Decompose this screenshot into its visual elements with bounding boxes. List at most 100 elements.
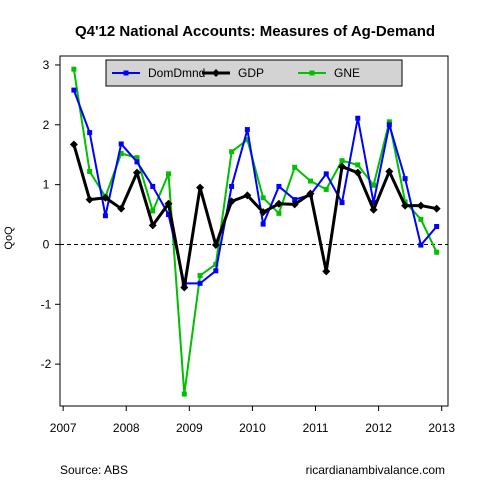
y-tick-label: 2 xyxy=(43,118,50,132)
data-point xyxy=(402,176,408,182)
data-point xyxy=(418,216,424,222)
data-point xyxy=(386,119,392,125)
legend-marker xyxy=(212,69,220,77)
data-point xyxy=(134,155,140,161)
data-point xyxy=(150,183,156,189)
data-point xyxy=(197,280,203,286)
legend-marker xyxy=(123,70,129,76)
data-point xyxy=(227,197,236,206)
legend-label-domdmnd: DomDmnd xyxy=(148,66,205,80)
data-point xyxy=(339,158,345,164)
data-point xyxy=(371,182,377,188)
data-point xyxy=(118,151,124,157)
data-point xyxy=(322,267,331,276)
series-gne xyxy=(71,66,440,397)
data-point xyxy=(87,130,93,136)
x-tick-label: 2013 xyxy=(428,421,455,435)
data-point xyxy=(211,241,220,250)
data-point xyxy=(338,162,347,171)
data-point xyxy=(259,208,268,217)
data-point xyxy=(148,221,157,230)
data-point xyxy=(434,224,440,230)
data-point xyxy=(132,168,141,177)
data-point xyxy=(339,200,345,206)
data-point xyxy=(213,268,219,274)
data-point xyxy=(134,159,140,165)
series-line-gne xyxy=(72,69,438,396)
source-note: Source: ABS xyxy=(60,463,128,477)
data-point xyxy=(401,201,410,210)
series-line-domdmnd xyxy=(72,89,438,285)
data-point xyxy=(85,195,94,204)
y-tick-label: 0 xyxy=(43,237,50,251)
data-point xyxy=(244,137,250,143)
series-gdp xyxy=(69,140,441,292)
data-point xyxy=(260,195,266,201)
data-point xyxy=(197,273,203,279)
x-tick-label: 2010 xyxy=(239,421,266,435)
legend-box xyxy=(105,59,403,87)
x-tick-label: 2008 xyxy=(113,421,140,435)
data-point xyxy=(181,391,187,397)
data-point xyxy=(102,213,108,219)
data-point xyxy=(355,115,361,121)
data-point xyxy=(274,199,283,208)
y-axis-title: QoQ xyxy=(3,226,15,250)
data-point xyxy=(355,162,361,168)
data-point xyxy=(353,168,362,177)
data-point xyxy=(244,127,250,133)
series-domdmnd xyxy=(71,87,440,286)
data-point xyxy=(71,66,77,72)
legend-label-gne: GNE xyxy=(334,66,360,80)
x-tick-label: 2011 xyxy=(303,421,329,435)
data-point xyxy=(260,221,266,227)
legend-label-gdp: GDP xyxy=(238,66,264,80)
data-point xyxy=(292,164,298,170)
data-point xyxy=(323,186,329,192)
data-point xyxy=(229,183,235,189)
y-tick-label: -1 xyxy=(41,297,52,311)
data-point xyxy=(71,87,77,93)
data-point xyxy=(150,208,156,214)
data-point xyxy=(180,283,189,292)
x-tick-label: 2012 xyxy=(365,421,392,435)
data-point xyxy=(69,140,78,149)
series-line-gdp xyxy=(72,144,437,290)
data-point xyxy=(196,183,205,192)
y-tick-label: 3 xyxy=(43,58,50,72)
data-point xyxy=(243,191,252,200)
data-point xyxy=(117,204,126,213)
data-point xyxy=(306,189,315,198)
legend: DomDmnd GDP GNE xyxy=(105,59,403,87)
data-point xyxy=(432,204,441,213)
data-point xyxy=(386,122,392,128)
data-point xyxy=(166,212,172,218)
x-tick-label: 2007 xyxy=(50,421,77,435)
data-point xyxy=(101,193,110,202)
y-tick-label: 1 xyxy=(43,178,50,192)
chart-title: Q4'12 National Accounts: Measures of Ag-… xyxy=(75,23,435,40)
data-point xyxy=(418,242,424,248)
data-point xyxy=(307,178,313,184)
data-point xyxy=(276,210,282,216)
data-point xyxy=(87,168,93,174)
data-point xyxy=(434,249,440,255)
data-point xyxy=(164,199,173,208)
data-point xyxy=(416,201,425,210)
data-point xyxy=(292,197,298,203)
data-point xyxy=(229,149,235,155)
data-point xyxy=(276,183,282,189)
x-tick-label: 2009 xyxy=(176,421,203,435)
y-tick-label: -2 xyxy=(41,357,52,371)
legend-marker xyxy=(309,70,315,76)
data-point xyxy=(371,200,377,206)
data-point xyxy=(166,171,172,177)
data-point xyxy=(118,141,124,147)
data-point xyxy=(369,205,378,214)
data-point xyxy=(213,261,219,267)
data-point xyxy=(323,171,329,177)
data-point xyxy=(385,167,394,176)
plot-frame xyxy=(59,55,449,407)
site-credit: ricardianambivalance.com xyxy=(306,463,445,477)
